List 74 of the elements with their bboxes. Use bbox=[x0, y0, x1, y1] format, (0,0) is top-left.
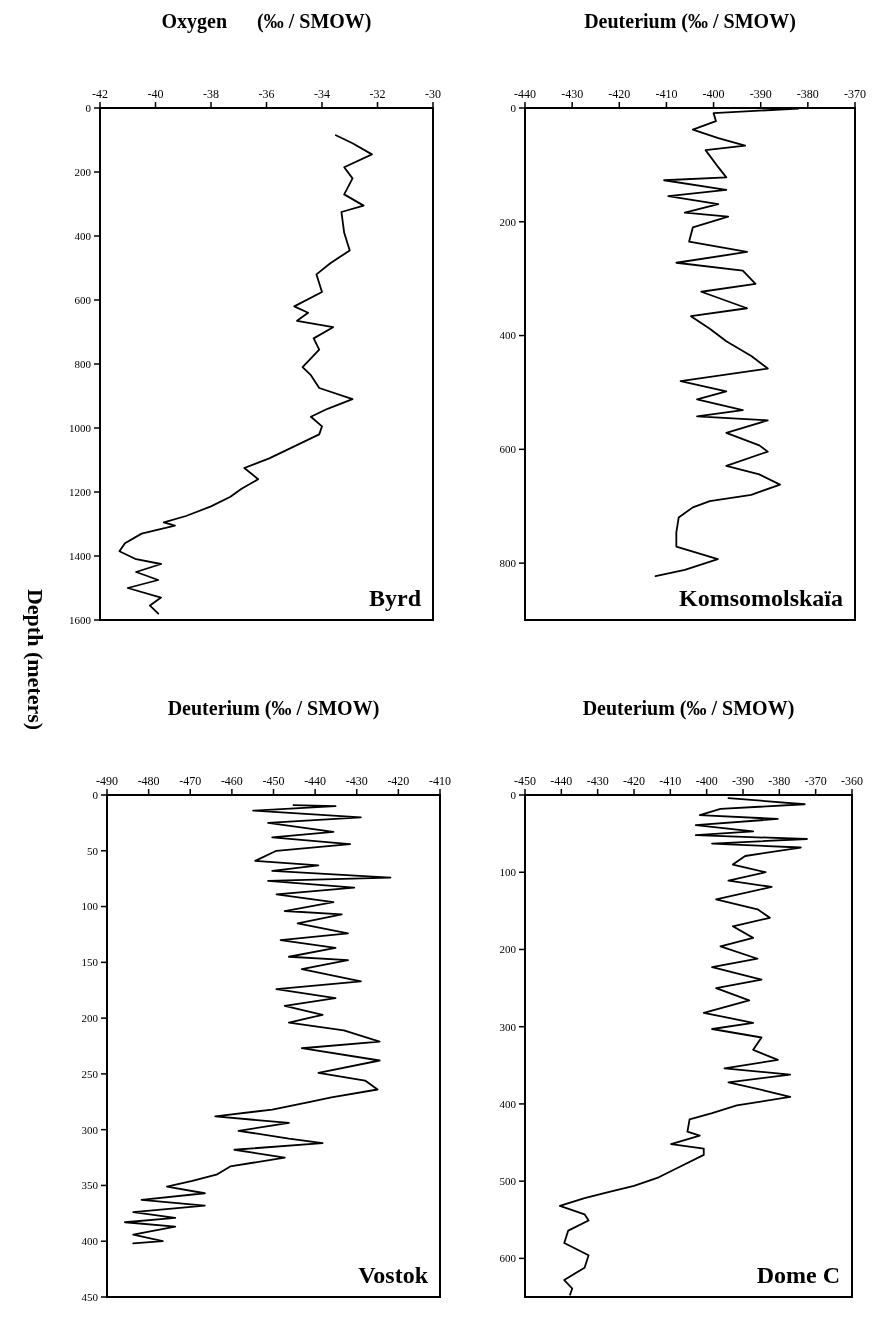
y-tick-label: 200 bbox=[81, 1011, 99, 1024]
x-tick-label: -390 bbox=[732, 774, 754, 788]
x-tick-label: -410 bbox=[659, 774, 682, 788]
y-tick-label: 50 bbox=[87, 844, 99, 857]
y-axis-title: Depth (meters) bbox=[23, 588, 48, 731]
y-tick-label: 600 bbox=[499, 1252, 517, 1265]
x-tick-label: -430 bbox=[586, 774, 609, 788]
x-tick-label: -430 bbox=[561, 87, 584, 101]
x-tick-label: -410 bbox=[655, 87, 678, 101]
x-tick-label: -40 bbox=[147, 87, 164, 101]
y-tick-label: 0 bbox=[85, 101, 92, 114]
y-tick-label: 0 bbox=[510, 788, 517, 801]
x-tick-label: -360 bbox=[841, 774, 863, 788]
x-tick-label: -440 bbox=[514, 87, 536, 101]
y-tick-label: 450 bbox=[81, 1290, 99, 1303]
y-tick-label: 250 bbox=[81, 1067, 99, 1080]
x-tick-label: -470 bbox=[179, 774, 202, 788]
x-tick-label: -38 bbox=[203, 87, 219, 101]
y-tick-label: 300 bbox=[81, 1123, 99, 1136]
x-tick-label: -490 bbox=[96, 774, 118, 788]
x-tick-label: -430 bbox=[345, 774, 368, 788]
x-tick-label: -420 bbox=[387, 774, 410, 788]
y-tick-label: 150 bbox=[81, 956, 99, 969]
x-axis-title: Deuterium (‰ / SMOW) bbox=[582, 697, 795, 720]
annotation: Vostok bbox=[358, 1262, 429, 1288]
x-axis-title: Deuterium (‰ / SMOW) bbox=[584, 10, 796, 33]
annotation: Dome C bbox=[756, 1262, 840, 1288]
x-tick-label: -400 bbox=[695, 774, 718, 788]
y-tick-label: 100 bbox=[499, 866, 517, 879]
x-tick-label: -42 bbox=[92, 87, 108, 101]
y-tick-label: 400 bbox=[81, 1235, 99, 1248]
y-tick-label: 400 bbox=[499, 329, 517, 342]
y-tick-label: 600 bbox=[74, 293, 92, 306]
x-tick-label: -34 bbox=[314, 87, 330, 101]
x-axis-title: Deuterium (‰ / SMOW) bbox=[167, 697, 380, 720]
y-tick-label: 800 bbox=[74, 357, 92, 370]
y-tick-label: 600 bbox=[499, 443, 517, 456]
x-tick-label: -30 bbox=[425, 87, 441, 101]
x-tick-label: -32 bbox=[369, 87, 386, 101]
y-tick-label: 300 bbox=[499, 1020, 517, 1033]
x-tick-label: -410 bbox=[429, 774, 451, 788]
y-tick-label: 1000 bbox=[69, 421, 92, 434]
x-tick-label: -380 bbox=[796, 87, 819, 101]
y-tick-label: 350 bbox=[81, 1179, 99, 1192]
x-tick-label: -380 bbox=[768, 774, 791, 788]
x-tick-label: -450 bbox=[262, 774, 285, 788]
y-tick-label: 1400 bbox=[69, 549, 92, 562]
y-tick-label: 0 bbox=[510, 101, 517, 114]
y-tick-label: 400 bbox=[74, 229, 92, 242]
y-tick-label: 200 bbox=[499, 943, 517, 956]
annotation: Komsomolskaïa bbox=[678, 585, 843, 611]
y-tick-label: 200 bbox=[74, 165, 92, 178]
y-tick-label: 800 bbox=[499, 556, 517, 569]
x-tick-label: -370 bbox=[804, 774, 827, 788]
x-tick-label: -440 bbox=[550, 774, 573, 788]
x-tick-label: -480 bbox=[137, 774, 160, 788]
x-tick-label: -390 bbox=[749, 87, 772, 101]
y-tick-label: 1200 bbox=[69, 485, 92, 498]
x-tick-label: -450 bbox=[514, 774, 536, 788]
x-tick-label: -440 bbox=[304, 774, 327, 788]
y-tick-label: 100 bbox=[81, 900, 99, 913]
y-tick-label: 0 bbox=[92, 788, 99, 801]
y-tick-label: 200 bbox=[499, 215, 517, 228]
x-tick-label: -400 bbox=[702, 87, 725, 101]
x-tick-label: -420 bbox=[623, 774, 645, 788]
x-tick-label: -36 bbox=[258, 87, 275, 101]
x-tick-label: -420 bbox=[608, 87, 631, 101]
x-tick-label: -370 bbox=[844, 87, 866, 101]
y-tick-label: 1600 bbox=[69, 613, 92, 626]
y-tick-label: 400 bbox=[499, 1097, 517, 1110]
annotation: Byrd bbox=[368, 585, 422, 611]
x-tick-label: -460 bbox=[220, 774, 243, 788]
x-axis-title: Oxygen (‰ / SMOW) bbox=[161, 10, 372, 33]
y-tick-label: 500 bbox=[499, 1175, 517, 1187]
